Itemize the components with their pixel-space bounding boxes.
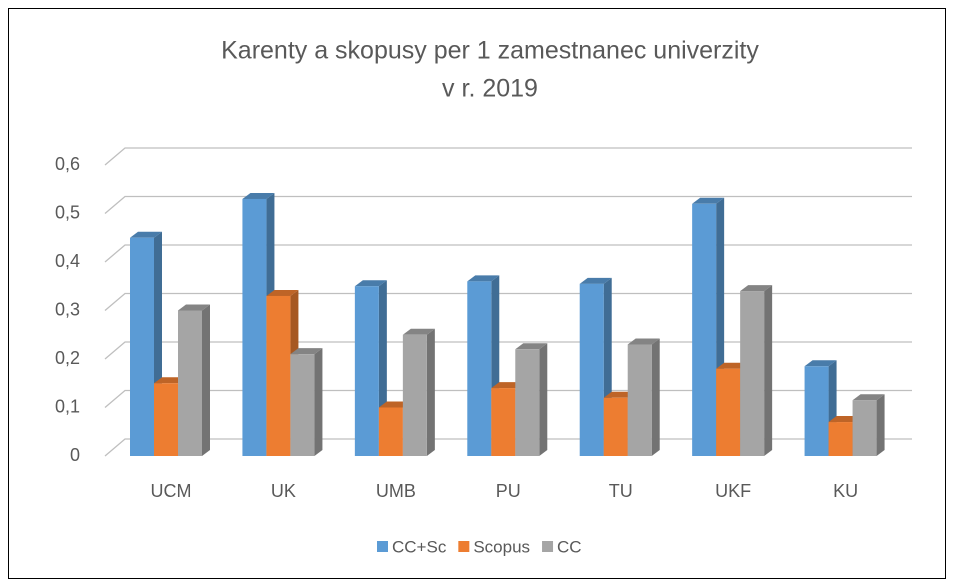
x-tick-label: PU: [496, 481, 521, 501]
bar-top: [130, 231, 162, 238]
bar-top: [402, 328, 435, 335]
bar-top: [515, 343, 548, 350]
bar: [603, 397, 628, 456]
bar-top: [266, 289, 299, 296]
bar: [692, 203, 717, 456]
y-tick-label: 0,3: [55, 299, 80, 319]
bar: [716, 368, 741, 456]
bar-side: [539, 343, 548, 456]
y-tick-label: 0,6: [55, 154, 80, 174]
bar: [491, 388, 516, 456]
x-tick-label: UCM: [151, 481, 192, 501]
y-tick-label: 0,5: [55, 202, 80, 222]
bar: [852, 400, 877, 456]
bar: [804, 366, 829, 456]
bar: [579, 283, 604, 456]
bar-side: [764, 285, 773, 456]
grid-line: [104, 292, 912, 311]
bar: [378, 407, 403, 456]
bar-top: [692, 197, 725, 204]
x-tick-label: KU: [833, 481, 858, 501]
legend-label: CC+Sc: [392, 537, 447, 556]
bar: [242, 198, 267, 456]
bar-side: [876, 394, 885, 456]
bar: [515, 349, 540, 456]
x-tick-label: UMB: [376, 481, 416, 501]
legend-label: CC: [557, 537, 582, 556]
bar-side: [314, 348, 323, 456]
chart-title: Karenty a skopusy per 1 zamestnanec univ…: [221, 37, 759, 65]
bar-side: [651, 338, 660, 456]
y-tick-label: 0,2: [55, 348, 80, 368]
bar-top: [740, 285, 773, 292]
bar: [467, 281, 492, 456]
y-tick-label: 0,1: [55, 396, 80, 416]
bar-top: [354, 280, 387, 287]
bar-side: [202, 304, 210, 456]
bar: [402, 334, 427, 456]
y-tick-label: 0,4: [55, 251, 80, 271]
chart-title: v r. 2019: [442, 75, 538, 103]
bar: [266, 295, 291, 456]
bar: [740, 291, 765, 456]
bar: [828, 422, 853, 456]
grid-line: [104, 195, 912, 214]
bar: [130, 237, 154, 456]
x-tick-label: UKF: [715, 481, 751, 501]
x-tick-label: UK: [271, 481, 296, 501]
bar: [354, 286, 379, 456]
grid-line: [104, 244, 912, 263]
bar-top: [290, 348, 323, 355]
bar-top: [467, 275, 500, 282]
legend-swatch: [377, 541, 388, 552]
legend-swatch: [542, 541, 554, 552]
bar: [290, 354, 315, 456]
x-tick-label: TU: [609, 481, 633, 501]
bar-top: [852, 394, 885, 401]
bar: [154, 383, 178, 456]
y-tick-label: 0: [70, 445, 80, 465]
bar-top: [178, 304, 210, 311]
bar: [178, 310, 202, 456]
legend-label: Scopus: [473, 537, 530, 556]
bar: [627, 344, 652, 456]
bar-side: [426, 328, 435, 456]
grid-line: [104, 147, 912, 166]
bar-top: [627, 338, 660, 345]
bar-top: [242, 192, 275, 199]
bar-top: [804, 360, 837, 367]
legend-swatch: [458, 541, 470, 552]
bar-top: [579, 277, 612, 284]
